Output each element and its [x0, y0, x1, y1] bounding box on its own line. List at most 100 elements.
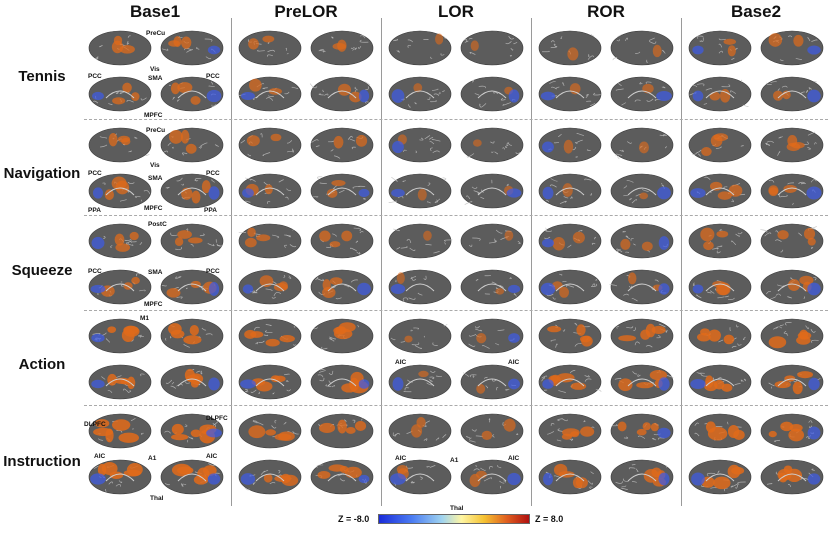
brain-surface-medial-right [309, 76, 374, 112]
brain-cell-tennis-lor [388, 30, 524, 112]
label-aic-right: AIC [206, 453, 218, 460]
brain-surface-lateral-right [760, 413, 824, 449]
brain-surface-medial-right [460, 76, 524, 112]
brain-surface-medial-right [160, 364, 224, 400]
label-a1: A1 [450, 457, 459, 464]
brain-cell-squeeze-base2 [688, 223, 824, 305]
brain-surface-lateral-right [310, 413, 374, 449]
row-divider [84, 405, 828, 406]
brain-surface-lateral-left [388, 413, 452, 449]
brain-surface-lateral-left [88, 127, 152, 163]
column-divider [681, 18, 682, 506]
brain-cell-navigation-base1 [88, 127, 224, 209]
brain-surface-medial-left [538, 173, 602, 209]
brain-surface-medial-left [538, 364, 602, 400]
label-precu: PreCu [146, 127, 165, 134]
row-divider [84, 119, 828, 120]
brain-cell-squeeze-ror [538, 223, 674, 305]
brain-surface-lateral-left [538, 318, 602, 354]
brain-surface-lateral-left [538, 30, 602, 66]
brain-surface-medial-right [760, 364, 824, 400]
label-aic-left: AIC [395, 359, 407, 366]
column-divider [231, 18, 232, 506]
brain-cell-navigation-lor [388, 127, 524, 209]
brain-surface-medial-right [610, 459, 674, 495]
brain-surface-lateral-right [310, 318, 374, 354]
brain-surface-lateral-right [160, 30, 224, 66]
brain-cell-navigation-base2 [688, 127, 824, 209]
brain-surface-medial-left [88, 364, 152, 400]
brain-surface-medial-left [238, 364, 302, 400]
brain-surface-medial-right [760, 269, 824, 305]
brain-surface-lateral-right [310, 127, 374, 163]
brain-surface-medial-left [688, 364, 752, 400]
brain-surface-lateral-right [160, 413, 224, 449]
row-title-action: Action [18, 356, 66, 373]
brain-surface-medial-right [760, 76, 824, 112]
brain-surface-lateral-left [388, 223, 453, 259]
brain-surface-medial-right [310, 173, 374, 209]
brain-surface-lateral-left [688, 30, 752, 66]
brain-surface-lateral-right [610, 127, 674, 163]
brain-surface-lateral-right [760, 223, 824, 259]
label-precu: PreCu [146, 30, 165, 37]
row-title-tennis: Tennis [18, 68, 66, 85]
label-thal: Thal [150, 495, 164, 502]
label-aic-left: AIC [395, 455, 407, 462]
brain-cell-navigation-prelor [238, 127, 374, 209]
brain-surface-lateral-left [88, 318, 152, 354]
brain-surface-medial-left [238, 76, 302, 112]
brain-cell-squeeze-prelor [238, 223, 374, 305]
brain-surface-lateral-left [538, 413, 602, 449]
brain-surface-lateral-left [688, 318, 752, 354]
brain-surface-medial-left [688, 459, 752, 495]
column-title-base1: Base1 [129, 2, 181, 21]
label-m1: M1 [140, 315, 149, 322]
brain-surface-lateral-left [688, 413, 752, 449]
brain-surface-lateral-right [160, 223, 224, 259]
label-vis: Vis [150, 66, 160, 73]
brain-surface-medial-left [388, 173, 452, 209]
label-dlpfc-left: DLPFC [84, 421, 106, 428]
brain-surface-lateral-right [310, 223, 374, 259]
brain-surface-medial-right [760, 459, 824, 495]
label-aic-right: AIC [508, 455, 520, 462]
brain-surface-medial-right [160, 173, 224, 209]
brain-cell-instruction-base2 [688, 413, 824, 495]
brain-cell-tennis-base1 [88, 30, 224, 112]
brain-surface-medial-left [688, 269, 752, 305]
column-title-base2: Base2 [730, 2, 782, 21]
brain-surface-medial-right [310, 269, 374, 305]
brain-cell-navigation-ror [538, 127, 674, 209]
label-ppa-left: PPA [88, 207, 101, 214]
label-dlpfc-right: DLPFC [206, 415, 228, 422]
row-title-squeeze: Squeeze [11, 262, 73, 279]
brain-surface-lateral-left [538, 223, 602, 259]
brain-surface-medial-right [160, 269, 224, 305]
brain-surface-lateral-right [460, 223, 524, 259]
label-pcc-right: PCC [206, 170, 220, 177]
label-pcc-left: PCC [88, 170, 102, 177]
brain-surface-lateral-left [88, 413, 152, 449]
brain-surface-lateral-right [460, 318, 524, 354]
label-sma: SMA [148, 75, 163, 82]
brain-surface-medial-right [310, 364, 374, 400]
brain-cell-squeeze-lor [388, 223, 524, 305]
label-a1: A1 [148, 455, 157, 462]
brain-surface-lateral-right [160, 318, 224, 354]
brain-cell-instruction-prelor [238, 413, 374, 495]
label-pcc-right: PCC [206, 268, 220, 275]
brain-surface-medial-right [760, 173, 824, 209]
brain-surface-lateral-left [388, 318, 452, 354]
column-divider [381, 18, 382, 506]
brain-surface-medial-left [538, 459, 602, 495]
brain-surface-medial-left [88, 269, 152, 305]
brain-surface-medial-left [238, 173, 302, 209]
brain-cell-squeeze-base1 [88, 223, 224, 305]
brain-surface-medial-left [538, 76, 602, 112]
brain-surface-lateral-left [388, 30, 452, 66]
brain-surface-medial-left [88, 459, 152, 495]
brain-surface-lateral-right [460, 127, 524, 163]
brain-surface-medial-right [310, 459, 374, 495]
brain-surface-lateral-left [238, 413, 302, 449]
